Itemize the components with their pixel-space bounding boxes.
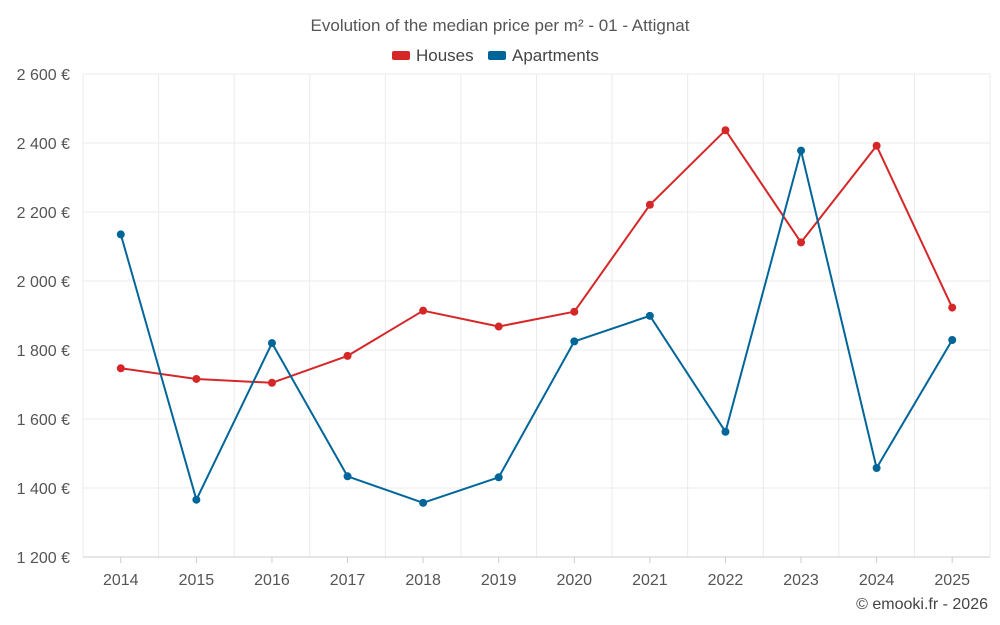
data-point-apartments[interactable] xyxy=(116,230,125,239)
y-axis: 1 200 € 1 400 € 1 600 € 1 800 € 2 000 € 2 200… xyxy=(17,67,70,567)
x-tick-label: 2023 xyxy=(783,572,819,589)
grid xyxy=(82,73,991,558)
series-layer xyxy=(116,126,957,507)
x-tick-label: 2014 xyxy=(103,572,139,589)
x-tick-label: 2016 xyxy=(254,572,290,589)
data-point-houses[interactable] xyxy=(116,364,125,373)
data-point-houses[interactable] xyxy=(570,307,579,316)
x-tick-label: 2019 xyxy=(481,572,517,589)
data-point-houses[interactable] xyxy=(797,238,806,247)
y-tick-label: 1 600 € xyxy=(17,412,70,429)
y-tick-label: 1 800 € xyxy=(17,343,70,360)
data-point-apartments[interactable] xyxy=(419,498,428,507)
data-point-houses[interactable] xyxy=(872,141,881,150)
data-point-apartments[interactable] xyxy=(721,427,730,436)
y-tick-label: 1 400 € xyxy=(17,481,70,498)
x-tick-label: 2025 xyxy=(934,572,970,589)
series-line-apartments xyxy=(119,149,954,504)
y-tick-label: 2 000 € xyxy=(17,274,70,291)
x-tick-label: 2021 xyxy=(632,572,668,589)
x-tick-label: 2022 xyxy=(708,572,744,589)
legend-label-apartments[interactable]: Apartments xyxy=(512,46,599,65)
data-point-houses[interactable] xyxy=(192,374,201,383)
data-point-apartments[interactable] xyxy=(343,472,352,481)
data-point-houses[interactable] xyxy=(948,303,957,312)
series-line-houses xyxy=(120,129,954,384)
data-point-houses[interactable] xyxy=(419,306,428,315)
data-point-apartments[interactable] xyxy=(645,311,654,320)
legend-swatch-houses xyxy=(392,51,410,60)
data-point-apartments[interactable] xyxy=(494,473,503,482)
data-point-apartments[interactable] xyxy=(872,463,881,472)
data-point-houses[interactable] xyxy=(267,378,276,387)
x-tick-label: 2015 xyxy=(179,572,215,589)
x-tick-label: 2017 xyxy=(330,572,366,589)
data-point-apartments[interactable] xyxy=(267,339,276,348)
data-point-houses[interactable] xyxy=(721,126,730,135)
data-point-apartments[interactable] xyxy=(797,146,806,155)
data-point-houses[interactable] xyxy=(645,200,654,209)
y-tick-label: 2 400 € xyxy=(17,136,70,153)
y-tick-label: 2 600 € xyxy=(17,67,70,84)
x-tick-label: 2020 xyxy=(556,572,592,589)
x-axis: 2014 2015 2016 2017 2018 2019 2020 2021 2022 2023… xyxy=(83,556,990,589)
credit-text: © emooki.fr - 2026 xyxy=(856,596,988,613)
y-tick-label: 1 200 € xyxy=(17,550,70,567)
y-tick-label: 2 200 € xyxy=(17,205,70,222)
data-point-apartments[interactable] xyxy=(948,335,957,344)
legend: Houses Apartments xyxy=(392,46,599,65)
data-point-apartments[interactable] xyxy=(570,337,579,346)
legend-label-houses[interactable]: Houses xyxy=(416,46,474,65)
data-point-houses[interactable] xyxy=(494,322,503,331)
data-point-houses[interactable] xyxy=(343,351,352,360)
chart-title: Evolution of the median price per m² - 0… xyxy=(311,16,690,35)
legend-swatch-apartments xyxy=(488,51,506,60)
x-tick-label: 2018 xyxy=(405,572,441,589)
data-point-apartments[interactable] xyxy=(192,495,201,504)
x-tick-label: 2024 xyxy=(859,572,895,589)
